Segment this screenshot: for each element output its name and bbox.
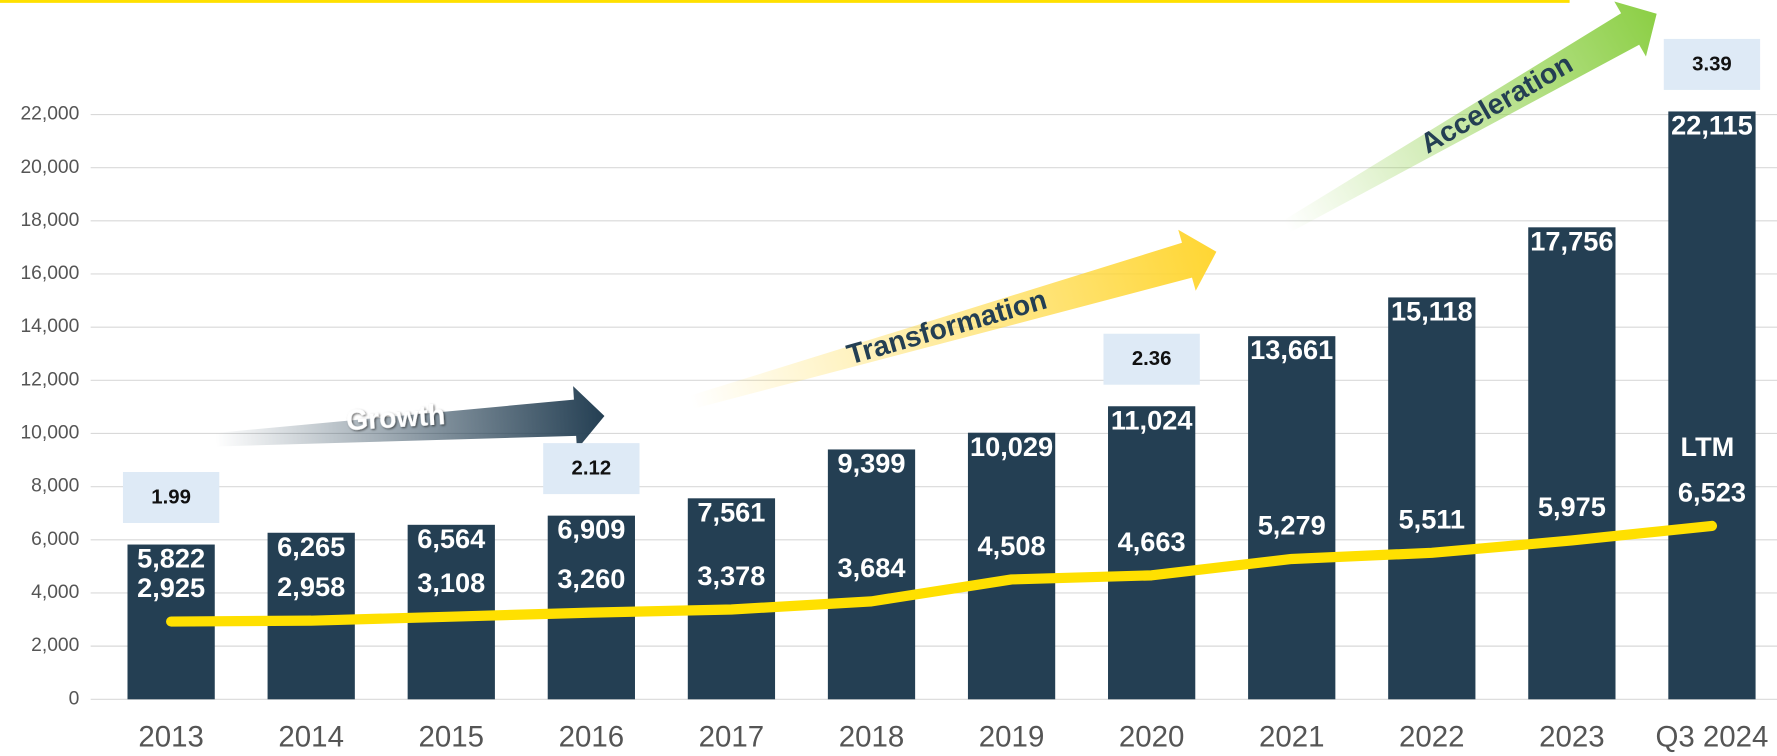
y-tick-label: 12,000: [20, 369, 79, 390]
x-tick-label: 2022: [1399, 721, 1465, 754]
grid: 0 2,000 4,000 6,000 8,000 10,000 12,000 14,000 1…: [20, 104, 1777, 709]
bar-value-label: 6,564: [417, 523, 485, 554]
line-value-label: 2,925: [137, 572, 205, 603]
annotation: LTM: [1680, 431, 1734, 462]
y-tick-label: 4,000: [31, 582, 79, 603]
bar: [1388, 297, 1476, 700]
ratio-box: [543, 443, 640, 495]
bar-value-label: 7,561: [697, 496, 765, 527]
line-value-label: 3,684: [837, 552, 905, 583]
y-tick-label: 2,000: [31, 635, 79, 656]
bar-value-label: 22,115: [1671, 110, 1753, 141]
y-tick-label: 0: [69, 688, 80, 709]
line-value-label: 2,958: [277, 571, 345, 602]
ratio-label: 3.39: [1692, 53, 1732, 75]
bar: [827, 449, 916, 700]
line-value-label: 5,511: [1399, 503, 1466, 534]
ratio-label: 2.36: [1132, 348, 1172, 370]
y-tick-label: 8,000: [31, 476, 79, 497]
bar-value-label: 6,265: [277, 531, 345, 562]
x-tick-label: 2019: [979, 721, 1045, 754]
line-value-label: 5,975: [1538, 491, 1606, 522]
line-value-label: 4,663: [1118, 526, 1186, 557]
bar-value-label: 10,029: [970, 431, 1053, 462]
bar: [1528, 227, 1616, 700]
ratio-box: [1663, 38, 1761, 90]
y-tick-label: 22,000: [20, 104, 79, 125]
x-tick-label: 2013: [138, 721, 204, 754]
phase-label: Acceleration: [1415, 48, 1578, 161]
x-tick-label: 2016: [559, 721, 625, 754]
x-tick-label: 2018: [839, 721, 905, 754]
plot: 2013 5,822 1.99 2014 6,265 2015 6,564 2016 6,909…: [122, 38, 1768, 754]
y-tick-label: 10,000: [20, 423, 79, 444]
x-tick-label: 2021: [1259, 721, 1325, 754]
bar: [1108, 406, 1196, 700]
x-tick-label: 2023: [1539, 721, 1605, 754]
ratio-box: [122, 472, 220, 524]
line-value-label: 4,508: [978, 530, 1046, 561]
line-value-label: 5,279: [1258, 509, 1326, 540]
bar-value-label: 6,909: [557, 514, 625, 545]
x-tick-label: 2017: [699, 721, 765, 754]
line-value-label: 3,378: [697, 560, 765, 591]
x-tick-label: Q3 2024: [1655, 721, 1768, 754]
bar-value-label: 5,822: [137, 543, 205, 574]
y-tick-label: 20,000: [20, 157, 79, 178]
line-value-label: 6,523: [1678, 476, 1746, 507]
x-tick-label: 2020: [1119, 721, 1185, 754]
ratio-label: 2.12: [572, 458, 612, 480]
line: [166, 520, 1718, 627]
y-tick-label: 16,000: [20, 263, 79, 284]
y-tick-label: 6,000: [31, 529, 79, 550]
x-tick-label: 2015: [419, 721, 485, 754]
bar: [1248, 336, 1336, 700]
y-tick-label: 14,000: [20, 316, 79, 337]
bar: [687, 498, 776, 700]
bar-value-label: 11,024: [1111, 404, 1193, 435]
bar-value-label: 17,756: [1530, 225, 1613, 256]
bar-value-label: 9,399: [837, 448, 905, 479]
line-value-label: 3,260: [557, 563, 625, 594]
growth-arrow: Growth: [214, 386, 605, 450]
phase-label: Growth: [345, 399, 446, 437]
acceleration-arrow: Acceleration: [1282, 1, 1657, 233]
x-tick-label: 2014: [278, 721, 344, 754]
bar-value-label: 13,661: [1250, 334, 1333, 365]
line-value-label: 3,108: [417, 567, 485, 598]
ratio-label: 1.99: [151, 486, 191, 508]
ratio-box: [1103, 333, 1200, 385]
bar: [967, 432, 1056, 700]
bar-value-label: 15,118: [1391, 295, 1473, 326]
y-tick-label: 18,000: [20, 210, 79, 231]
bar: [1668, 111, 1756, 700]
